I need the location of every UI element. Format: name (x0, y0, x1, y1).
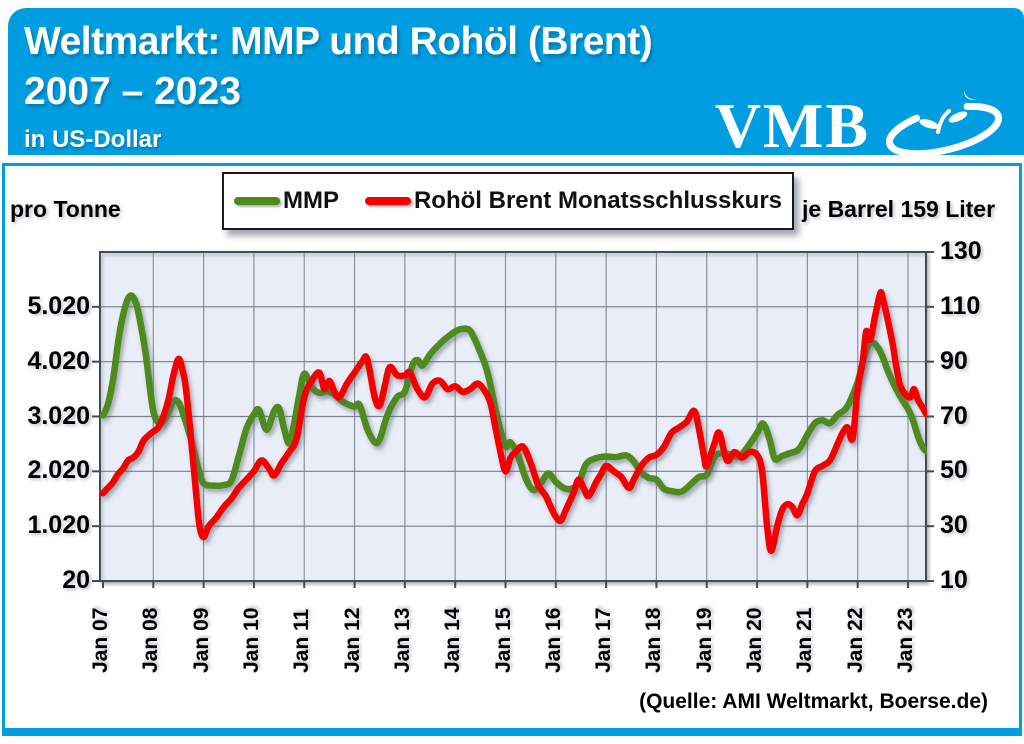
legend-line-brent (364, 197, 411, 205)
source-note: (Quelle: AMI Weltmarkt, Boerse.de) (639, 690, 988, 713)
chart-legend: MMP Rohöl Brent Monatsschlusskurs (222, 172, 794, 230)
vmb-logo: VMB (715, 86, 1012, 166)
legend-item-brent: Rohöl Brent Monatsschlusskurs (364, 187, 783, 215)
legend-item-mmp: MMP (233, 187, 339, 215)
axis-ticks (92, 251, 934, 588)
vmb-logo-text: VMB (714, 90, 870, 161)
series-line-mmp (99, 292, 927, 496)
legend-label-mmp: MMP (282, 187, 339, 214)
page-title-line1: Weltmarkt: MMP und Rohöl (Brent) (24, 20, 653, 63)
header-banner: Weltmarkt: MMP und Rohöl (Brent) 2007 – … (8, 8, 1024, 158)
series-line-brent (99, 288, 927, 555)
page-subtitle: in US-Dollar (24, 126, 162, 153)
chart-plot (92, 251, 934, 588)
vmb-swirl-icon (886, 90, 1003, 158)
page-title-line2: 2007 – 2023 (24, 70, 241, 113)
legend-label-brent: Rohöl Brent Monatsschlusskurs (413, 187, 783, 214)
left-axis-caption: pro Tonne (10, 196, 121, 222)
legend-line-mmp (233, 197, 280, 205)
right-axis-caption: je Barrel 159 Liter (802, 196, 996, 222)
